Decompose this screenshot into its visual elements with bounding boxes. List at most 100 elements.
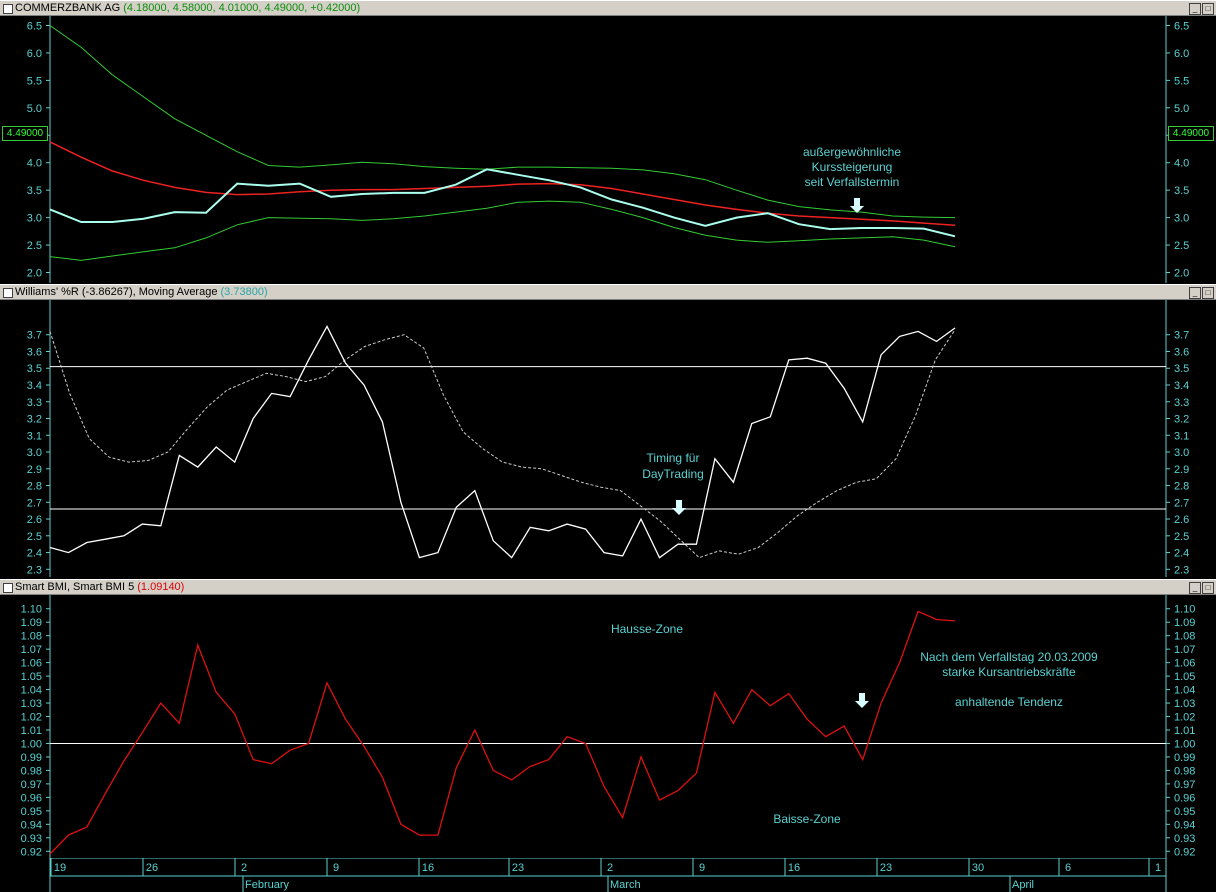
bmi-y-tick-label-right: 1.00 <box>1174 738 1195 750</box>
williams-y-tick-label-left: 2.4 <box>27 548 42 560</box>
bmi-y-tick-label-left: 0.96 <box>21 792 42 804</box>
bmi-y-tick-label-right: 1.09 <box>1174 617 1195 629</box>
bmi-chart: 1.10 1.101.09 1.091.08 1.081.07 1.071.06 1.06… <box>21 595 1195 858</box>
bmi-y-tick-label-left: 1.04 <box>21 685 42 697</box>
williams-y-tick-label-right: 3.1 <box>1174 430 1189 442</box>
verfall-annotation: anhaltende Tendenz <box>955 695 1063 709</box>
minimize-icon[interactable]: _ <box>1189 3 1201 15</box>
williams-y-tick-label-right: 2.6 <box>1174 514 1189 526</box>
price-annotation: außergewöhnliche <box>803 145 901 159</box>
bmi-y-tick-label-right: 1.08 <box>1174 631 1195 643</box>
bmi-y-tick-label-left: 1.10 <box>21 604 42 616</box>
williams-title-name: Williams' %R <box>15 286 79 298</box>
bmi-y-tick-label-left: 1.07 <box>21 644 42 656</box>
maximize-icon[interactable]: □ <box>1202 287 1214 299</box>
price-badge-left: 4.49000 <box>2 126 48 141</box>
williams-y-tick-label-right: 3.7 <box>1174 330 1189 342</box>
williams-y-tick-label-left: 2.6 <box>27 514 42 526</box>
williams-y-tick-label-right: 2.5 <box>1174 531 1189 543</box>
price-y-tick-label-left: 3.5 <box>27 185 42 197</box>
williams-y-tick-label-left: 3.1 <box>27 430 42 442</box>
williams-y-tick-label-right: 2.7 <box>1174 497 1189 509</box>
lower-band-line <box>49 200 956 261</box>
x-tick-label: 2 <box>241 862 247 874</box>
williams-y-tick-label-left: 2.9 <box>27 464 42 476</box>
price-y-tick-label-left: 4.0 <box>27 158 42 170</box>
williams-annotation: Timing für <box>647 451 700 465</box>
x-tick-label: 9 <box>699 862 705 874</box>
bmi-y-tick-label-left: 1.06 <box>21 658 42 670</box>
williams-y-tick-label-right: 2.3 <box>1174 564 1189 576</box>
minimize-icon[interactable]: _ <box>1189 582 1201 594</box>
bmi-title-name: Smart BMI, Smart BMI 5 <box>15 581 135 593</box>
williams-y-tick-label-left: 3.4 <box>27 380 42 392</box>
bmi-y-tick-label-left: 0.95 <box>21 806 42 818</box>
price-annotation: Kurssteigerung <box>812 160 893 174</box>
williams-y-tick-label-right: 3.6 <box>1174 346 1189 358</box>
price-title-values: (4.18000, 4.58000, 4.01000, 4.49000, +0.… <box>123 2 361 14</box>
williams-y-tick-label-right: 2.4 <box>1174 548 1189 560</box>
bmi-y-tick-label-left: 1.02 <box>21 712 42 724</box>
williams-y-tick-label-right: 3.0 <box>1174 447 1189 459</box>
williams-y-tick-label-left: 2.3 <box>27 564 42 576</box>
bmi-y-tick-label-left: 1.08 <box>21 631 42 643</box>
minimize-icon[interactable]: _ <box>1189 287 1201 299</box>
williams-y-tick-label-right: 3.2 <box>1174 414 1189 426</box>
price-badge-right: 4.49000 <box>1168 126 1214 141</box>
x-tick-label: 9 <box>333 862 339 874</box>
x-tick-label: 26 <box>146 862 158 874</box>
williams-titlebar: Williams' %R (-3.86267), Moving Average … <box>0 284 1216 300</box>
price-y-tick-label-right: 3.5 <box>1174 185 1189 197</box>
checkbox-icon[interactable] <box>3 288 13 298</box>
williams-y-tick-label-right: 3.5 <box>1174 363 1189 375</box>
month-label: April <box>1012 879 1034 891</box>
price-y-tick-label-right: 5.0 <box>1174 103 1189 115</box>
price-y-tick-label-right: 4.0 <box>1174 158 1189 170</box>
bmi-y-tick-label-right: 1.07 <box>1174 644 1195 656</box>
bmi-y-tick-label-right: 1.04 <box>1174 685 1195 697</box>
checkbox-icon[interactable] <box>3 4 13 14</box>
price-y-tick-label-right: 2.5 <box>1174 240 1189 252</box>
bmi-y-tick-label-right: 1.05 <box>1174 671 1195 683</box>
williams-title-value1: (-3.86267) <box>81 286 133 298</box>
down-arrow-icon <box>672 500 686 515</box>
verfall-annotation: starke Kursantriebskräfte <box>942 665 1076 679</box>
williams-y-tick-label-right: 3.3 <box>1174 397 1189 409</box>
williams-y-tick-label-left: 3.2 <box>27 414 42 426</box>
x-axis: 19 26 2 9 16 23 2 9 16 23 30 6 1 February March April <box>0 858 1216 892</box>
price-y-tick-label-right: 6.5 <box>1174 20 1189 32</box>
x-tick-label: 23 <box>880 862 892 874</box>
x-tick-label: 6 <box>1065 862 1071 874</box>
williams-y-tick-label-right: 2.8 <box>1174 481 1189 493</box>
williams-line <box>49 325 956 559</box>
price-line <box>49 168 956 238</box>
month-label: February <box>245 879 290 891</box>
williams-ma-line <box>49 329 956 559</box>
williams-y-tick-label-right: 2.9 <box>1174 464 1189 476</box>
williams-y-tick-label-left: 2.7 <box>27 497 42 509</box>
bmi-y-tick-label-right: 0.98 <box>1174 765 1195 777</box>
williams-y-tick-label-left: 3.0 <box>27 447 42 459</box>
checkbox-icon[interactable] <box>3 583 13 593</box>
verfall-annotation: Nach dem Verfallstag 20.03.2009 <box>920 650 1098 664</box>
bmi-y-tick-label-right: 1.06 <box>1174 658 1195 670</box>
williams-title-sep: , Moving Average <box>132 286 218 298</box>
williams-annotation: DayTrading <box>642 467 704 481</box>
bmi-y-tick-label-left: 1.09 <box>21 617 42 629</box>
price-y-tick-label-right: 6.0 <box>1174 48 1189 60</box>
williams-y-tick-label-left: 3.5 <box>27 363 42 375</box>
bmi-line <box>49 610 956 855</box>
x-tick-label: 1 <box>1155 862 1161 874</box>
bmi-y-tick-label-right: 1.10 <box>1174 604 1195 616</box>
price-y-tick-label-left: 2.0 <box>27 268 42 280</box>
price-y-tick-label-left: 5.5 <box>27 75 42 87</box>
maximize-icon[interactable]: □ <box>1202 582 1214 594</box>
maximize-icon[interactable]: □ <box>1202 3 1214 15</box>
bmi-title: Smart BMI, Smart BMI 5 (1.09140) <box>15 581 184 594</box>
baisse-zone-label: Baisse-Zone <box>773 812 841 826</box>
price-chart: 6.56.56.06.05.55.55.05.04.54.54.04.03.53… <box>27 16 1189 283</box>
price-y-tick-label-left: 3.0 <box>27 213 42 225</box>
price-titlebar: COMMERZBANK AG (4.18000, 4.58000, 4.0100… <box>0 0 1216 16</box>
bmi-y-tick-label-left: 0.98 <box>21 765 42 777</box>
moving-average-line <box>49 141 956 227</box>
